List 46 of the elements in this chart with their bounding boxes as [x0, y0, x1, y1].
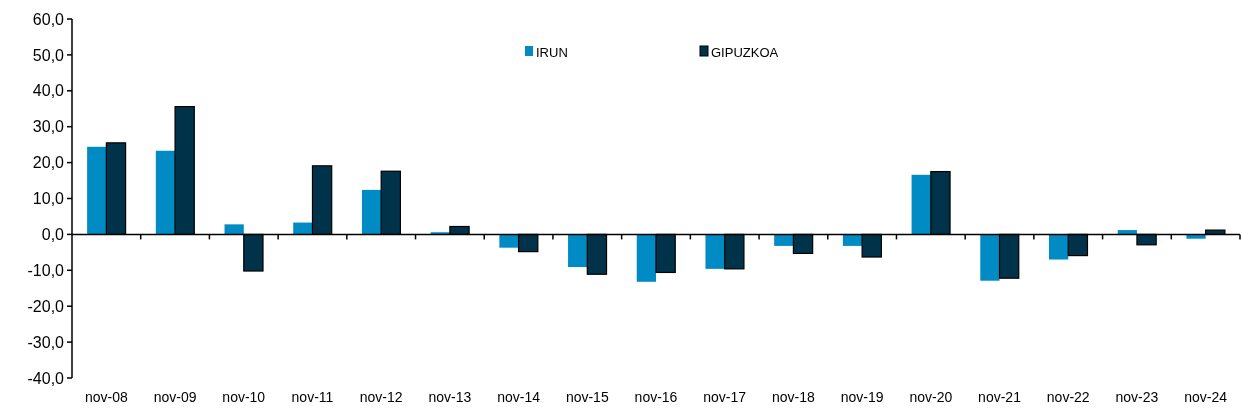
x-tick-label: nov-08: [84, 389, 128, 405]
x-tick-label: nov-09: [153, 389, 197, 405]
y-tick-label: 0,0: [41, 226, 65, 243]
x-tick-label: nov-11: [291, 389, 334, 405]
bar: [705, 234, 725, 269]
bar: [636, 234, 656, 282]
x-tick-label: nov-21: [978, 389, 1022, 405]
x-tick-label: nov-10: [222, 389, 266, 405]
bar: [87, 146, 107, 235]
y-tick-label: 10,0: [32, 190, 65, 208]
y-tick-label: -10,0: [27, 261, 65, 279]
bar: [155, 150, 176, 235]
x-tick-label: nov-14: [497, 389, 541, 405]
y-tick-label: -30,0: [27, 333, 65, 351]
x-tick-label: nov-19: [840, 389, 884, 405]
x-tick-label: nov-15: [565, 389, 609, 405]
bar: [1117, 230, 1137, 235]
bar: [1186, 234, 1206, 239]
bar: [980, 234, 1000, 281]
legend-label: GIPUZKOA: [711, 44, 779, 60]
bar: [568, 234, 588, 268]
x-tick-label: nov-17: [703, 389, 747, 405]
bar: [1049, 234, 1069, 260]
bar: [361, 189, 382, 235]
y-tick-label: 60,0: [32, 10, 65, 28]
x-tick-label: nov-12: [359, 389, 403, 405]
y-tick-label: 30,0: [32, 118, 65, 136]
bar: [774, 234, 794, 246]
x-tick-label: nov-24: [1184, 389, 1228, 405]
y-tick-label: -20,0: [27, 297, 65, 315]
x-tick-label: nov-22: [1046, 389, 1090, 405]
bar: [224, 224, 244, 235]
legend-label: IRUN: [536, 44, 568, 60]
x-tick-label: nov-16: [634, 389, 678, 405]
x-tick-label: nov-20: [909, 389, 953, 405]
y-tick-label: 40,0: [32, 82, 65, 100]
bar: [842, 234, 863, 246]
x-tick-label: nov-18: [772, 389, 816, 405]
x-tick-label: nov-13: [428, 389, 472, 405]
x-tick-label: nov-23: [1115, 389, 1159, 405]
y-tick-label: 20,0: [32, 154, 65, 172]
y-tick-label: 50,0: [32, 46, 65, 64]
bar: [911, 174, 931, 235]
bar: [293, 222, 313, 235]
bar: [499, 234, 519, 248]
y-tick-label: -40,0: [27, 369, 65, 387]
